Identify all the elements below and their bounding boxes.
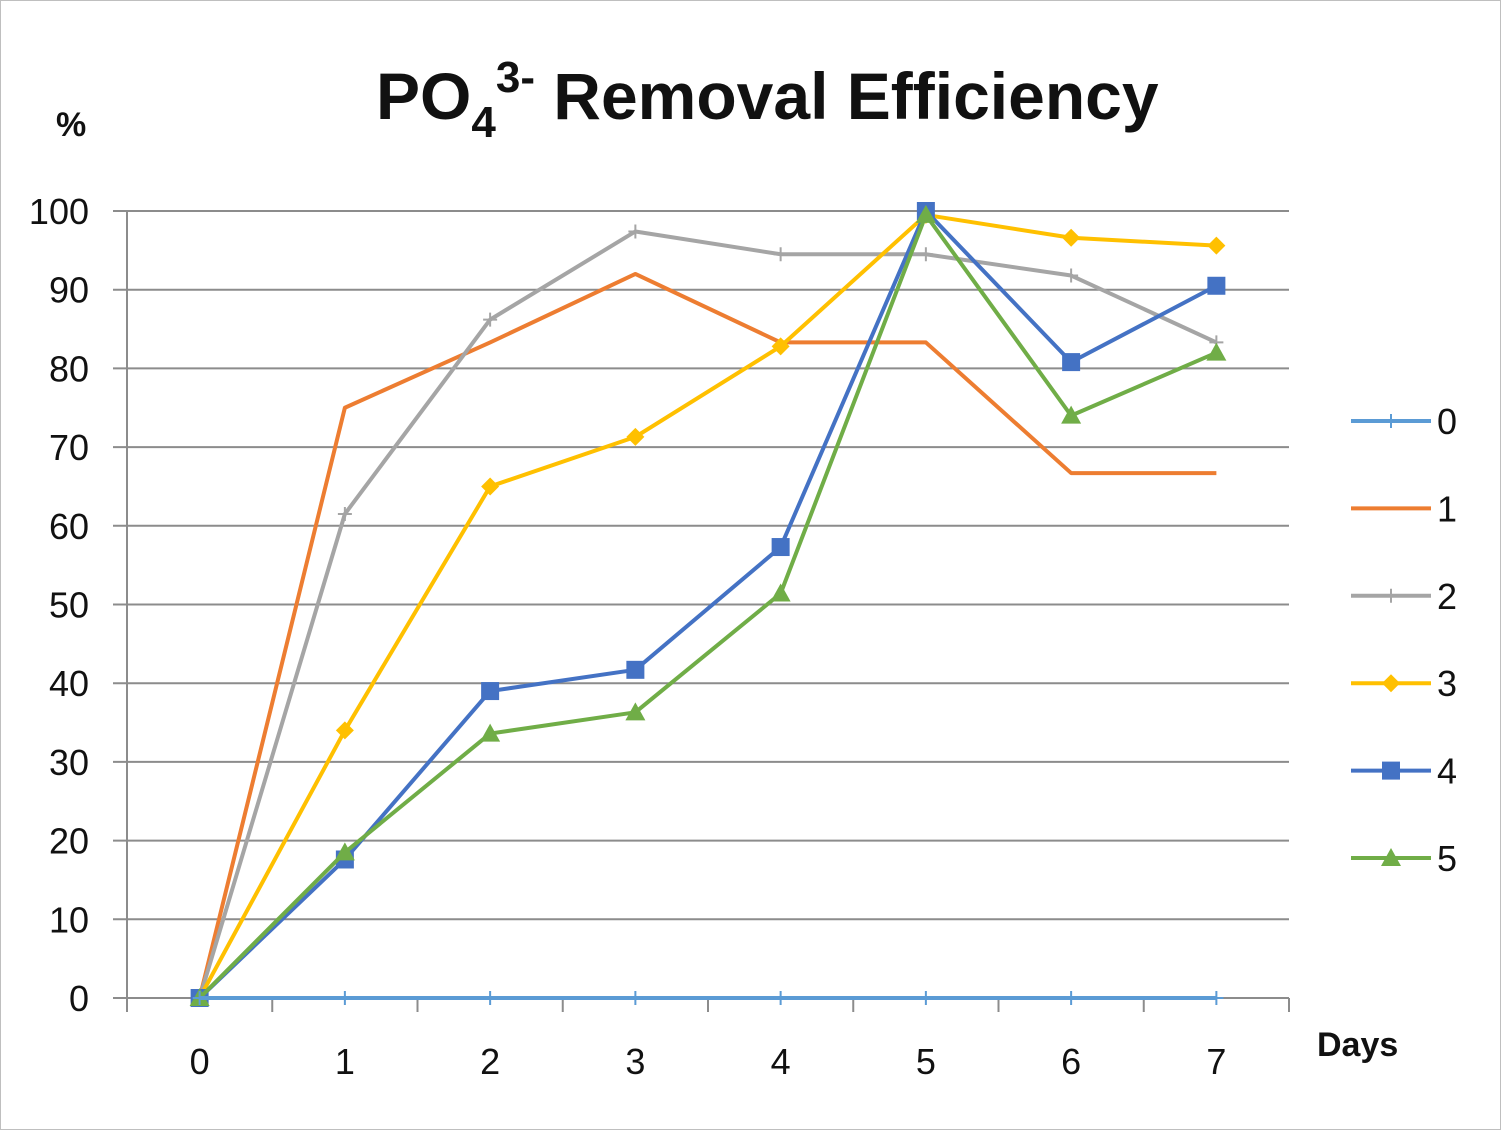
y-tick-label: 20 — [49, 821, 89, 862]
data-point — [1207, 276, 1226, 295]
y-tick-label: 80 — [49, 348, 89, 389]
data-point — [771, 538, 790, 557]
legend-item-1: 1 — [1351, 488, 1457, 529]
data-point — [335, 721, 354, 740]
x-tick-label: 3 — [625, 1041, 645, 1082]
data-point — [771, 337, 790, 356]
legend-marker — [1382, 761, 1400, 780]
data-point — [1061, 405, 1082, 424]
data-point — [192, 991, 207, 1005]
data-point — [773, 247, 788, 262]
legend-marker — [1382, 674, 1400, 693]
data-point — [626, 427, 645, 446]
legend-item-4: 4 — [1351, 751, 1457, 792]
y-tick-label: 50 — [49, 585, 89, 626]
y-tick-label: 30 — [49, 742, 89, 783]
x-tick-label: 0 — [190, 1041, 210, 1082]
data-point — [628, 991, 643, 1005]
series-0 — [192, 991, 1224, 1005]
x-tick-label: 5 — [916, 1041, 936, 1082]
x-tick-label: 1 — [335, 1041, 355, 1082]
series-5 — [189, 204, 1227, 1006]
series-line-5 — [198, 212, 1218, 1000]
legend-item-0: 0 — [1351, 401, 1457, 442]
data-point — [1207, 236, 1226, 255]
data-point — [773, 991, 788, 1005]
legend-label: 5 — [1437, 838, 1457, 879]
legend-item-2: 2 — [1351, 576, 1457, 617]
legend-marker — [1381, 848, 1401, 866]
data-point — [1206, 342, 1227, 361]
data-point — [483, 312, 498, 327]
y-axis-label: % — [56, 106, 86, 144]
series-line-1 — [197, 271, 1217, 999]
data-point — [337, 991, 352, 1005]
data-point — [918, 247, 933, 262]
y-tick-label: 100 — [29, 191, 89, 232]
legend-label: 4 — [1437, 751, 1457, 792]
data-point — [915, 204, 936, 223]
legend-marker — [1384, 588, 1398, 603]
y-tick-label: 10 — [49, 899, 89, 940]
series-2 — [192, 224, 1224, 1005]
data-point — [481, 682, 500, 701]
data-point — [626, 660, 645, 679]
series-line-2 — [197, 229, 1218, 999]
y-tick-label: 90 — [49, 270, 89, 311]
legend-marker — [1384, 414, 1398, 428]
x-axis-label: Days — [1317, 1026, 1398, 1064]
data-point — [625, 702, 646, 721]
data-point — [628, 224, 643, 239]
legend-item-5: 5 — [1351, 838, 1457, 879]
x-tick-label: 2 — [480, 1041, 500, 1082]
data-point — [1064, 991, 1079, 1005]
legend-label: 0 — [1437, 401, 1457, 442]
x-tick-label: 7 — [1206, 1041, 1226, 1082]
y-tick-label: 70 — [49, 427, 89, 468]
data-point — [480, 723, 501, 742]
legend-label: 2 — [1437, 576, 1457, 617]
legend-label: 3 — [1437, 663, 1457, 704]
series-line-3 — [197, 212, 1217, 999]
legend-item-3: 3 — [1351, 663, 1457, 704]
x-tick-label: 4 — [771, 1041, 791, 1082]
data-point — [918, 991, 933, 1005]
y-tick-label: 60 — [49, 506, 89, 547]
data-point — [1209, 991, 1224, 1005]
data-point — [334, 842, 355, 861]
data-point — [337, 506, 352, 521]
series-1 — [197, 271, 1217, 999]
data-point — [1062, 228, 1081, 247]
data-point — [1064, 268, 1079, 283]
legend-label: 1 — [1437, 488, 1457, 529]
data-point — [483, 991, 498, 1005]
chart-title: PO43- Removal Efficiency — [376, 53, 1159, 147]
y-tick-label: 40 — [49, 663, 89, 704]
data-point — [481, 477, 500, 496]
data-point — [770, 583, 791, 602]
y-tick-label: 0 — [69, 978, 89, 1019]
data-point — [1062, 353, 1081, 372]
x-tick-label: 6 — [1061, 1041, 1081, 1082]
